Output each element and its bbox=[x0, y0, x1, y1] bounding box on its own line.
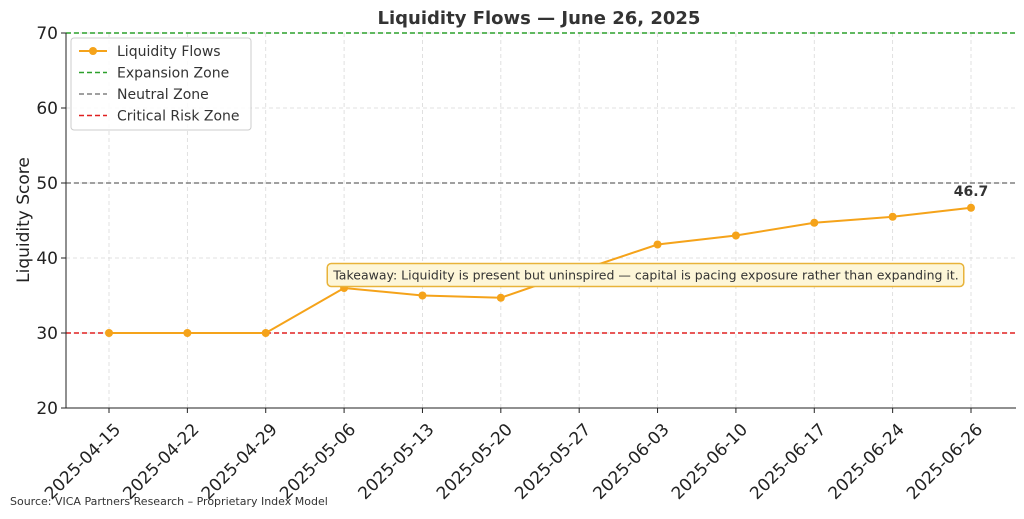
y-tick-label: 20 bbox=[36, 399, 58, 419]
legend-box bbox=[70, 37, 252, 131]
annotation-box bbox=[326, 262, 965, 288]
data-point bbox=[731, 231, 740, 240]
source-note: Source: VICA Partners Research – Proprie… bbox=[10, 495, 328, 508]
data-point bbox=[261, 329, 270, 337]
x-tick-label: 2025-06-03 bbox=[590, 420, 674, 504]
y-tick-label: 40 bbox=[36, 249, 58, 269]
legend-swatch-marker bbox=[89, 47, 97, 55]
x-tick-label: 2025-05-20 bbox=[433, 420, 517, 504]
legend-label: Critical Risk Zone bbox=[117, 109, 240, 125]
x-tick-label: 2025-06-24 bbox=[825, 420, 909, 504]
data-point bbox=[888, 212, 897, 221]
legend-label: Liquidity Flows bbox=[117, 44, 221, 60]
data-point bbox=[810, 218, 819, 227]
y-tick-label: 50 bbox=[36, 174, 58, 194]
y-tick-labels: 20 30 40 50 60 70 bbox=[36, 24, 66, 419]
x-tick-label: 2025-04-15 bbox=[41, 420, 125, 504]
x-tick-label: 2025-06-17 bbox=[746, 420, 830, 504]
chart-title: Liquidity Flows — June 26, 2025 bbox=[378, 8, 701, 29]
reference-lines bbox=[66, 32, 1016, 334]
data-point bbox=[105, 329, 113, 337]
x-tick-label: 2025-06-10 bbox=[668, 420, 752, 504]
x-tick-label: 2025-05-13 bbox=[354, 420, 438, 504]
data-point bbox=[653, 240, 662, 249]
data-point bbox=[418, 291, 427, 300]
x-tick-label: 2025-04-22 bbox=[119, 420, 203, 504]
y-tick-label: 30 bbox=[36, 324, 58, 344]
last-value-label: 46.7 bbox=[954, 184, 989, 200]
legend-label: Neutral Zone bbox=[117, 87, 209, 103]
data-point bbox=[496, 293, 505, 302]
x-tick-label: 2025-04-29 bbox=[198, 420, 282, 504]
y-tick-label: 70 bbox=[36, 24, 58, 44]
x-tick-label: 2025-05-27 bbox=[511, 420, 595, 504]
x-tick-label: 2025-06-26 bbox=[903, 420, 987, 504]
data-point bbox=[967, 203, 975, 212]
y-axis-label: Liquidity Score bbox=[14, 157, 34, 283]
x-tick-labels: 2025-04-152025-04-222025-04-292025-05-06… bbox=[41, 408, 987, 504]
data-point bbox=[183, 329, 192, 337]
annotation-text: Takeaway: Liquidity is present but unins… bbox=[332, 268, 959, 283]
x-tick-label: 2025-05-06 bbox=[276, 420, 360, 504]
y-tick-label: 60 bbox=[36, 99, 58, 119]
axes bbox=[65, 33, 1016, 409]
legend-label: Expansion Zone bbox=[117, 66, 229, 82]
annotation-layer: 46.7 Takeaway: Liquidity is present but u… bbox=[326, 184, 989, 288]
legend: Liquidity Flows Expansion Zone Neutral Zon… bbox=[70, 37, 252, 131]
